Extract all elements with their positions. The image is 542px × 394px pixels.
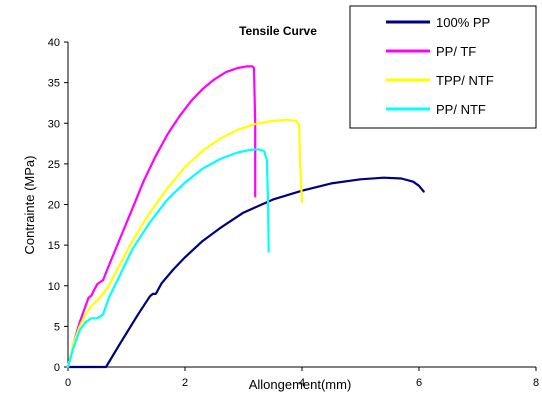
y-tick-label: 20 — [48, 200, 60, 212]
y-tick-label: 30 — [48, 118, 60, 130]
x-tick-label: 2 — [182, 377, 188, 389]
x-tick-label: 0 — [65, 377, 71, 389]
chart-title: Tensile Curve — [239, 24, 317, 38]
series-line-2 — [66, 65, 257, 369]
legend: 100% PP PP/ TF TPP/ NTF PP/ NTF — [349, 5, 537, 129]
x-axis-title: Allongement(mm) — [249, 377, 352, 392]
legend-label-3: TPP/ NTF — [436, 73, 494, 88]
y-tick-label: 5 — [54, 321, 60, 333]
y-tick-label: 25 — [48, 159, 60, 171]
legend-label-4: PP/ NTF — [436, 102, 486, 117]
series-line-1 — [66, 176, 425, 369]
y-tick-label: 10 — [48, 281, 60, 293]
series-line-4 — [66, 148, 270, 369]
x-tick-label: 4 — [299, 377, 305, 389]
y-tick-label: 15 — [48, 240, 60, 252]
y-tick-label: 40 — [48, 37, 60, 49]
legend-box — [349, 5, 537, 129]
y-tick-label: 35 — [48, 78, 60, 90]
series-line-3 — [66, 118, 304, 369]
y-axis-title: Contrainte (MPa) — [22, 156, 37, 255]
legend-label-2: PP/ TF — [436, 44, 476, 59]
y-tick-label: 0 — [54, 362, 60, 374]
x-tick-label: 8 — [533, 377, 539, 389]
x-tick-label: 6 — [416, 377, 422, 389]
legend-label-1: 100% PP — [436, 15, 490, 30]
